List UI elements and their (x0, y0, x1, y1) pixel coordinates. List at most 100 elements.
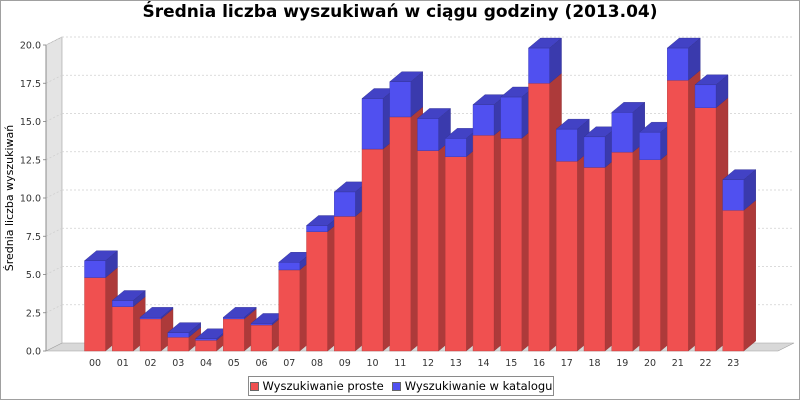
x-tick-label: 08 (311, 358, 323, 369)
bar-proste-face (583, 167, 606, 352)
x-tick-label: 09 (339, 358, 351, 369)
y-tick-label: 12.5 (20, 155, 41, 166)
x-tick-label: 21 (672, 358, 684, 369)
gridline-side (45, 189, 63, 199)
x-tick-label: 13 (450, 358, 462, 369)
gridline-side (45, 113, 63, 122)
bar-katalog-face (528, 47, 550, 84)
bar-katalog-face (278, 262, 300, 271)
bar-katalog-19 (611, 101, 646, 153)
bar-proste-face (195, 340, 217, 352)
bar-katalog-09 (333, 181, 368, 217)
x-tick-label: 04 (200, 358, 212, 369)
y-axis-title: Średnia liczba wyszukiwań (3, 125, 16, 272)
bar-katalog-face (84, 260, 106, 278)
bar-proste-face (278, 269, 300, 352)
bar-katalog-face (139, 317, 162, 320)
legend-item-katalog: Wyszukiwanie w katalogu (391, 379, 553, 393)
y-tick-label: 0.0 (26, 347, 41, 358)
legend-label-proste: Wyszukiwanie proste (262, 379, 384, 393)
bar-katalog-face (500, 96, 522, 139)
bar-katalog-02 (139, 306, 174, 320)
bar-proste-face (722, 210, 744, 352)
bar-katalog-face (222, 307, 257, 318)
bar-katalog-face (722, 169, 757, 180)
bar-proste-face (639, 159, 661, 352)
bar-katalog-face (167, 332, 189, 338)
x-tick-label: 15 (505, 358, 517, 369)
x-tick-label: 06 (255, 358, 267, 369)
x-tick-label: 00 (89, 358, 101, 369)
x-tick-label: 18 (588, 358, 600, 369)
x-tick-label: 11 (394, 358, 406, 369)
bar-katalog-face (139, 307, 174, 318)
bar-katalog-face (416, 108, 452, 119)
bar-katalog-face (472, 104, 495, 136)
bar-katalog-23 (722, 169, 757, 211)
bar-katalog-face (722, 179, 744, 211)
x-tick-label: 12 (422, 358, 434, 369)
y-tick-label: 5.0 (26, 270, 41, 281)
bar-katalog-face (666, 37, 701, 49)
bar-katalog-21 (666, 37, 701, 81)
gridline-side (45, 36, 63, 46)
bar-katalog-03 (167, 322, 202, 338)
bar-proste-face (611, 151, 633, 352)
legend: Wyszukiwanie proste Wyszukiwanie w katal… (248, 376, 554, 396)
legend-label-katalog: Wyszukiwanie w katalogu (404, 379, 553, 393)
bar-proste-face (500, 138, 522, 352)
bar-katalog-face (389, 81, 411, 118)
bar-katalog-face (195, 338, 217, 341)
bar-proste-face (667, 79, 689, 352)
bar-katalog-face (417, 118, 439, 151)
chart-title: Średnia liczba wyszukiwań w ciągu godzin… (142, 2, 658, 22)
bar-katalog-face (694, 84, 717, 108)
bar-katalog-face (83, 250, 119, 261)
bar-katalog-face (639, 132, 661, 160)
x-tick-label: 02 (144, 358, 156, 369)
bar-katalog-12 (416, 108, 452, 151)
bar-proste-face (445, 156, 467, 352)
x-tick-label: 01 (117, 358, 129, 369)
x-tick-label: 16 (533, 358, 545, 369)
bar-proste-face (306, 231, 328, 352)
x-tick-label: 07 (283, 358, 295, 369)
y-tick-label: 15.0 (20, 117, 41, 128)
bar-proste-face (139, 318, 162, 352)
bar-proste-face (694, 107, 717, 352)
bar-katalog-face (361, 98, 384, 150)
bar-proste-face (556, 161, 578, 352)
y-tick-label: 2.5 (26, 308, 41, 319)
bar-katalog-face (556, 128, 578, 162)
legend-swatch-proste (249, 381, 259, 391)
gridline-side (45, 74, 63, 84)
bar-katalog-face (667, 47, 689, 81)
x-tick-label: 22 (699, 358, 711, 369)
y-tick-label: 7.5 (26, 232, 41, 243)
bar-katalog-22 (694, 74, 729, 109)
bar-katalog-face (611, 102, 646, 113)
bar-proste-face (223, 318, 245, 352)
x-tick-label: 10 (366, 358, 378, 369)
bar-katalog-11 (389, 71, 424, 118)
gridline-side (45, 227, 63, 237)
x-tick-label: 03 (172, 358, 184, 369)
bar-katalog-face (306, 225, 328, 232)
x-tick-label: 19 (616, 358, 628, 369)
bar-katalog-face (223, 317, 245, 320)
bar-katalog-face (555, 118, 590, 130)
y-tick-label: 17.5 (20, 79, 41, 90)
legend-item-proste: Wyszukiwanie proste (249, 379, 384, 393)
bar-proste-face (84, 277, 106, 352)
bar-proste-face (250, 324, 273, 352)
bar-katalog-face (583, 136, 606, 168)
bar-proste-face (389, 116, 411, 352)
gridline-side (45, 266, 63, 275)
gridline-side (45, 151, 63, 161)
bar-proste-face (528, 83, 550, 352)
bar-katalog-face (250, 323, 273, 326)
bar-katalog-face (527, 37, 563, 49)
legend-swatch-katalog (391, 381, 401, 391)
bar-katalog-face (112, 300, 134, 307)
bar-katalog-face (389, 71, 424, 82)
